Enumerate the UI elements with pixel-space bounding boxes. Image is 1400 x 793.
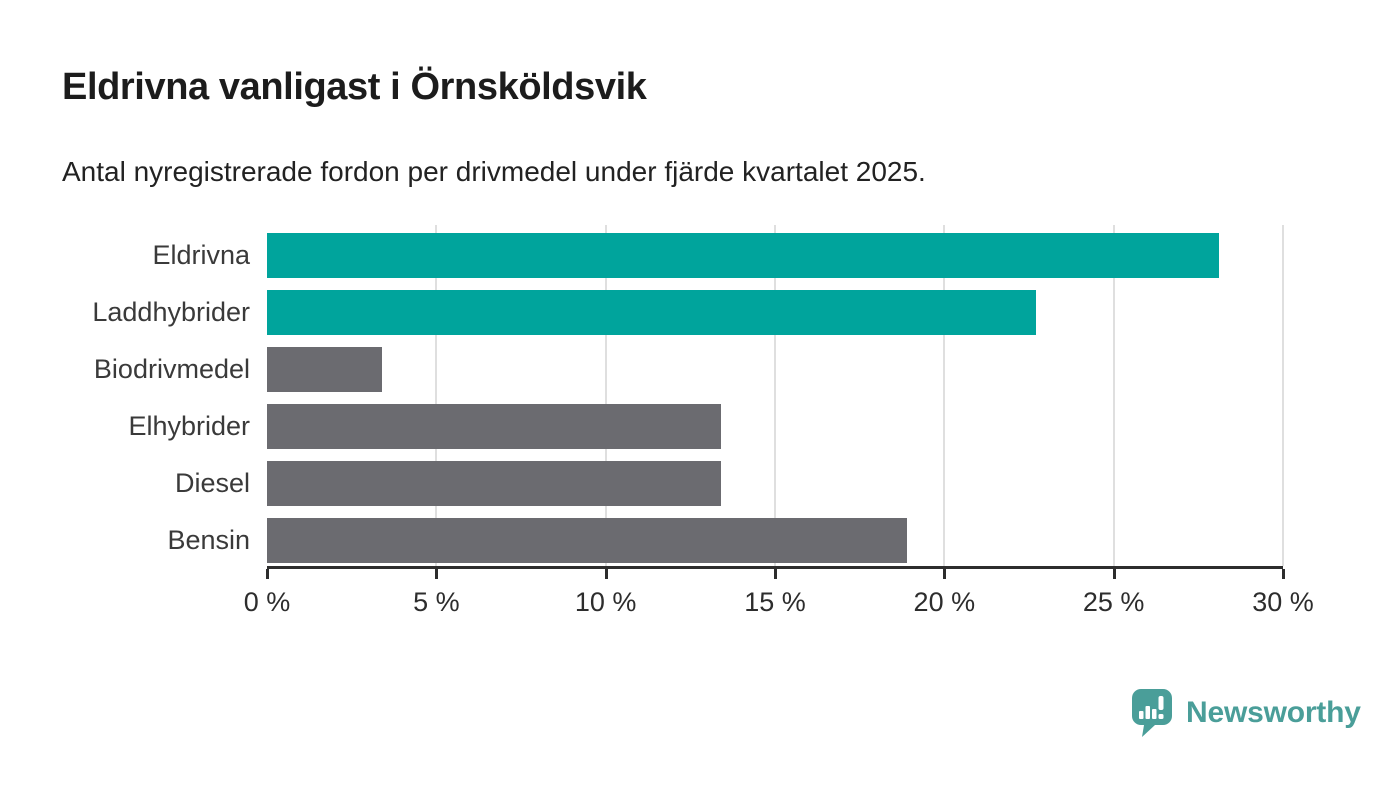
category-label: Elhybrider xyxy=(128,411,250,441)
axis-tick-30 xyxy=(1282,569,1285,579)
bar-eldrivna xyxy=(267,233,1219,278)
gridline-25 xyxy=(1112,225,1115,566)
bar-biodrivmedel xyxy=(267,347,383,392)
category-label: Bensin xyxy=(167,525,250,555)
axis-tick-label: 0 % xyxy=(243,587,291,617)
gridline-10 xyxy=(604,225,607,566)
gridline-5 xyxy=(435,225,438,566)
axis-tick-0 xyxy=(266,569,269,579)
category-label: Laddhybrider xyxy=(92,297,250,327)
gridline-20 xyxy=(943,225,946,566)
gridline-15 xyxy=(774,225,776,566)
chart-subtitle: Antal nyregistrerade fordon per drivmede… xyxy=(62,156,926,187)
bar-row: Diesel xyxy=(175,461,1283,506)
bar-row: Eldrivna xyxy=(152,233,1283,278)
bar-chart: Eldrivna Laddhybrider Biodrivmedel Elhybrid… xyxy=(92,225,1314,639)
bar-bensin xyxy=(267,518,908,563)
gridline-30 xyxy=(1282,225,1284,566)
category-label: Eldrivna xyxy=(152,240,250,270)
bar-laddhybrider xyxy=(267,290,1036,335)
newsworthy-brand: Newsworthy xyxy=(1131,687,1361,739)
plot-area: Eldrivna Laddhybrider Biodrivmedel Elhybrid… xyxy=(92,225,1284,566)
axis-tick-label: 10 % xyxy=(574,587,637,617)
bar-elhybrider xyxy=(267,404,721,449)
axis-tick-label: 20 % xyxy=(913,587,976,617)
newsworthy-logo-text: Newsworthy xyxy=(1186,696,1361,729)
axis-tick-25 xyxy=(1112,569,1116,579)
bar-diesel xyxy=(267,461,721,506)
axis-tick-label: 5 % xyxy=(413,587,460,617)
axis-tick-15 xyxy=(774,569,777,579)
axis-tick-label: 25 % xyxy=(1082,587,1145,617)
newsworthy-logo-icon xyxy=(1132,689,1172,737)
x-axis: 0 % 5 % 10 % 15 % 20 % 25 % 30 % xyxy=(244,566,1314,639)
category-label: Biodrivmedel xyxy=(93,354,250,384)
axis-tick-label: 30 % xyxy=(1252,587,1314,617)
bar-row: Bensin xyxy=(167,518,1283,563)
axis-tick-10 xyxy=(604,569,608,579)
axis-tick-5 xyxy=(435,569,439,579)
chart-title: Eldrivna vanligast i Örnsköldsvik xyxy=(62,66,647,108)
axis-tick-label: 15 % xyxy=(744,587,806,617)
bar-row: Elhybrider xyxy=(128,404,1283,449)
category-label: Diesel xyxy=(174,468,250,498)
bar-row: Laddhybrider xyxy=(92,290,1283,335)
bar-row: Biodrivmedel xyxy=(94,347,1283,392)
axis-tick-20 xyxy=(943,569,947,579)
